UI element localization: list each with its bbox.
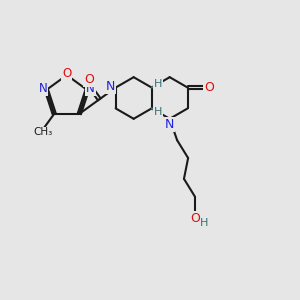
Text: CH₃: CH₃ bbox=[34, 128, 53, 137]
Text: H: H bbox=[154, 107, 162, 117]
Text: O: O bbox=[190, 212, 200, 225]
Text: O: O bbox=[62, 68, 71, 80]
Text: N: N bbox=[39, 82, 47, 95]
Text: N: N bbox=[86, 82, 95, 95]
Text: N: N bbox=[105, 80, 115, 93]
Text: O: O bbox=[84, 73, 94, 86]
Text: O: O bbox=[204, 81, 214, 94]
Text: N: N bbox=[165, 118, 174, 130]
Text: H: H bbox=[200, 218, 209, 228]
Text: H: H bbox=[154, 79, 162, 89]
